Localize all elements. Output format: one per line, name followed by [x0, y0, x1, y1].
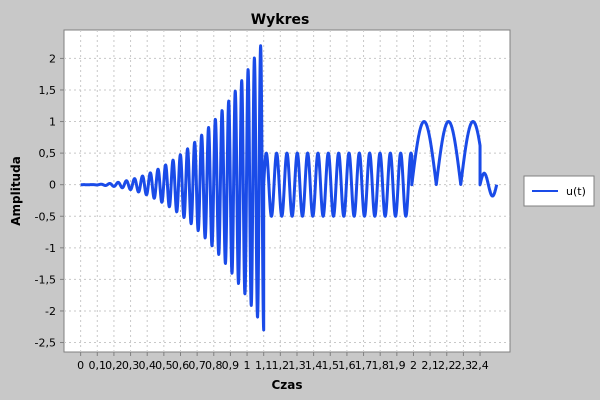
x-tick-label: 0,4	[138, 359, 156, 372]
x-tick-label: 1,9	[388, 359, 406, 372]
series-group	[79, 44, 499, 332]
x-tick-label: 1,4	[305, 359, 323, 372]
x-tick-label: 2,1	[421, 359, 439, 372]
x-tick-label: 1,6	[338, 359, 356, 372]
x-tick-label: 0,8	[205, 359, 223, 372]
y-tick-label: 0,5	[39, 147, 57, 160]
x-tick-label: 0,2	[105, 359, 123, 372]
y-tick-label: -2,5	[35, 337, 56, 350]
y-tick-label: -1,5	[35, 273, 56, 286]
x-tick-label: 1,1	[255, 359, 273, 372]
y-tick-label: 1,5	[39, 84, 57, 97]
y-axis: -2,5 -2 -1,5 -1 -0,5 0 0,5 1 1,5 2	[35, 52, 64, 350]
x-tick-label: 1,8	[371, 359, 389, 372]
y-tick-label: 0	[49, 179, 56, 192]
legend-label-u-t: u(t)	[566, 185, 586, 198]
x-tick-label: 0,9	[222, 359, 240, 372]
x-axis-label: Czas	[271, 378, 302, 392]
x-tick-label: 0,1	[89, 359, 107, 372]
legend: u(t)	[523, 175, 595, 207]
y-axis-label: Amplituda	[9, 156, 23, 226]
y-tick-label: -2	[45, 305, 56, 318]
x-tick-label: 1,2	[272, 359, 290, 372]
x-tick-label: 1	[244, 359, 251, 372]
x-tick-label: 0,6	[172, 359, 190, 372]
x-tick-label: 2,2	[438, 359, 456, 372]
y-tick-label: -1	[45, 242, 56, 255]
x-axis: 0 0,1 0,2 0,3 0,4 0,5 0,6 0,7 0,8 0,9 1 1,1 1,2 1,3 1,…	[77, 352, 489, 372]
x-tick-label: 0,3	[122, 359, 140, 372]
y-tick-label: 2	[49, 52, 56, 65]
x-tick-label: 1,3	[288, 359, 306, 372]
chart-title: Wykres	[251, 12, 310, 28]
y-tick-label: 1	[49, 116, 56, 129]
x-tick-label: 1,7	[355, 359, 373, 372]
y-tick-label: -0,5	[35, 210, 56, 223]
series-line-u-t	[79, 44, 499, 332]
x-tick-label: 2,3	[455, 359, 473, 372]
x-tick-label: 0,5	[155, 359, 173, 372]
x-tick-label: 2,4	[471, 359, 489, 372]
x-tick-label: 1,5	[322, 359, 340, 372]
x-tick-label: 2	[410, 359, 417, 372]
x-tick-label: 0,7	[188, 359, 206, 372]
x-tick-label: 0	[77, 359, 84, 372]
